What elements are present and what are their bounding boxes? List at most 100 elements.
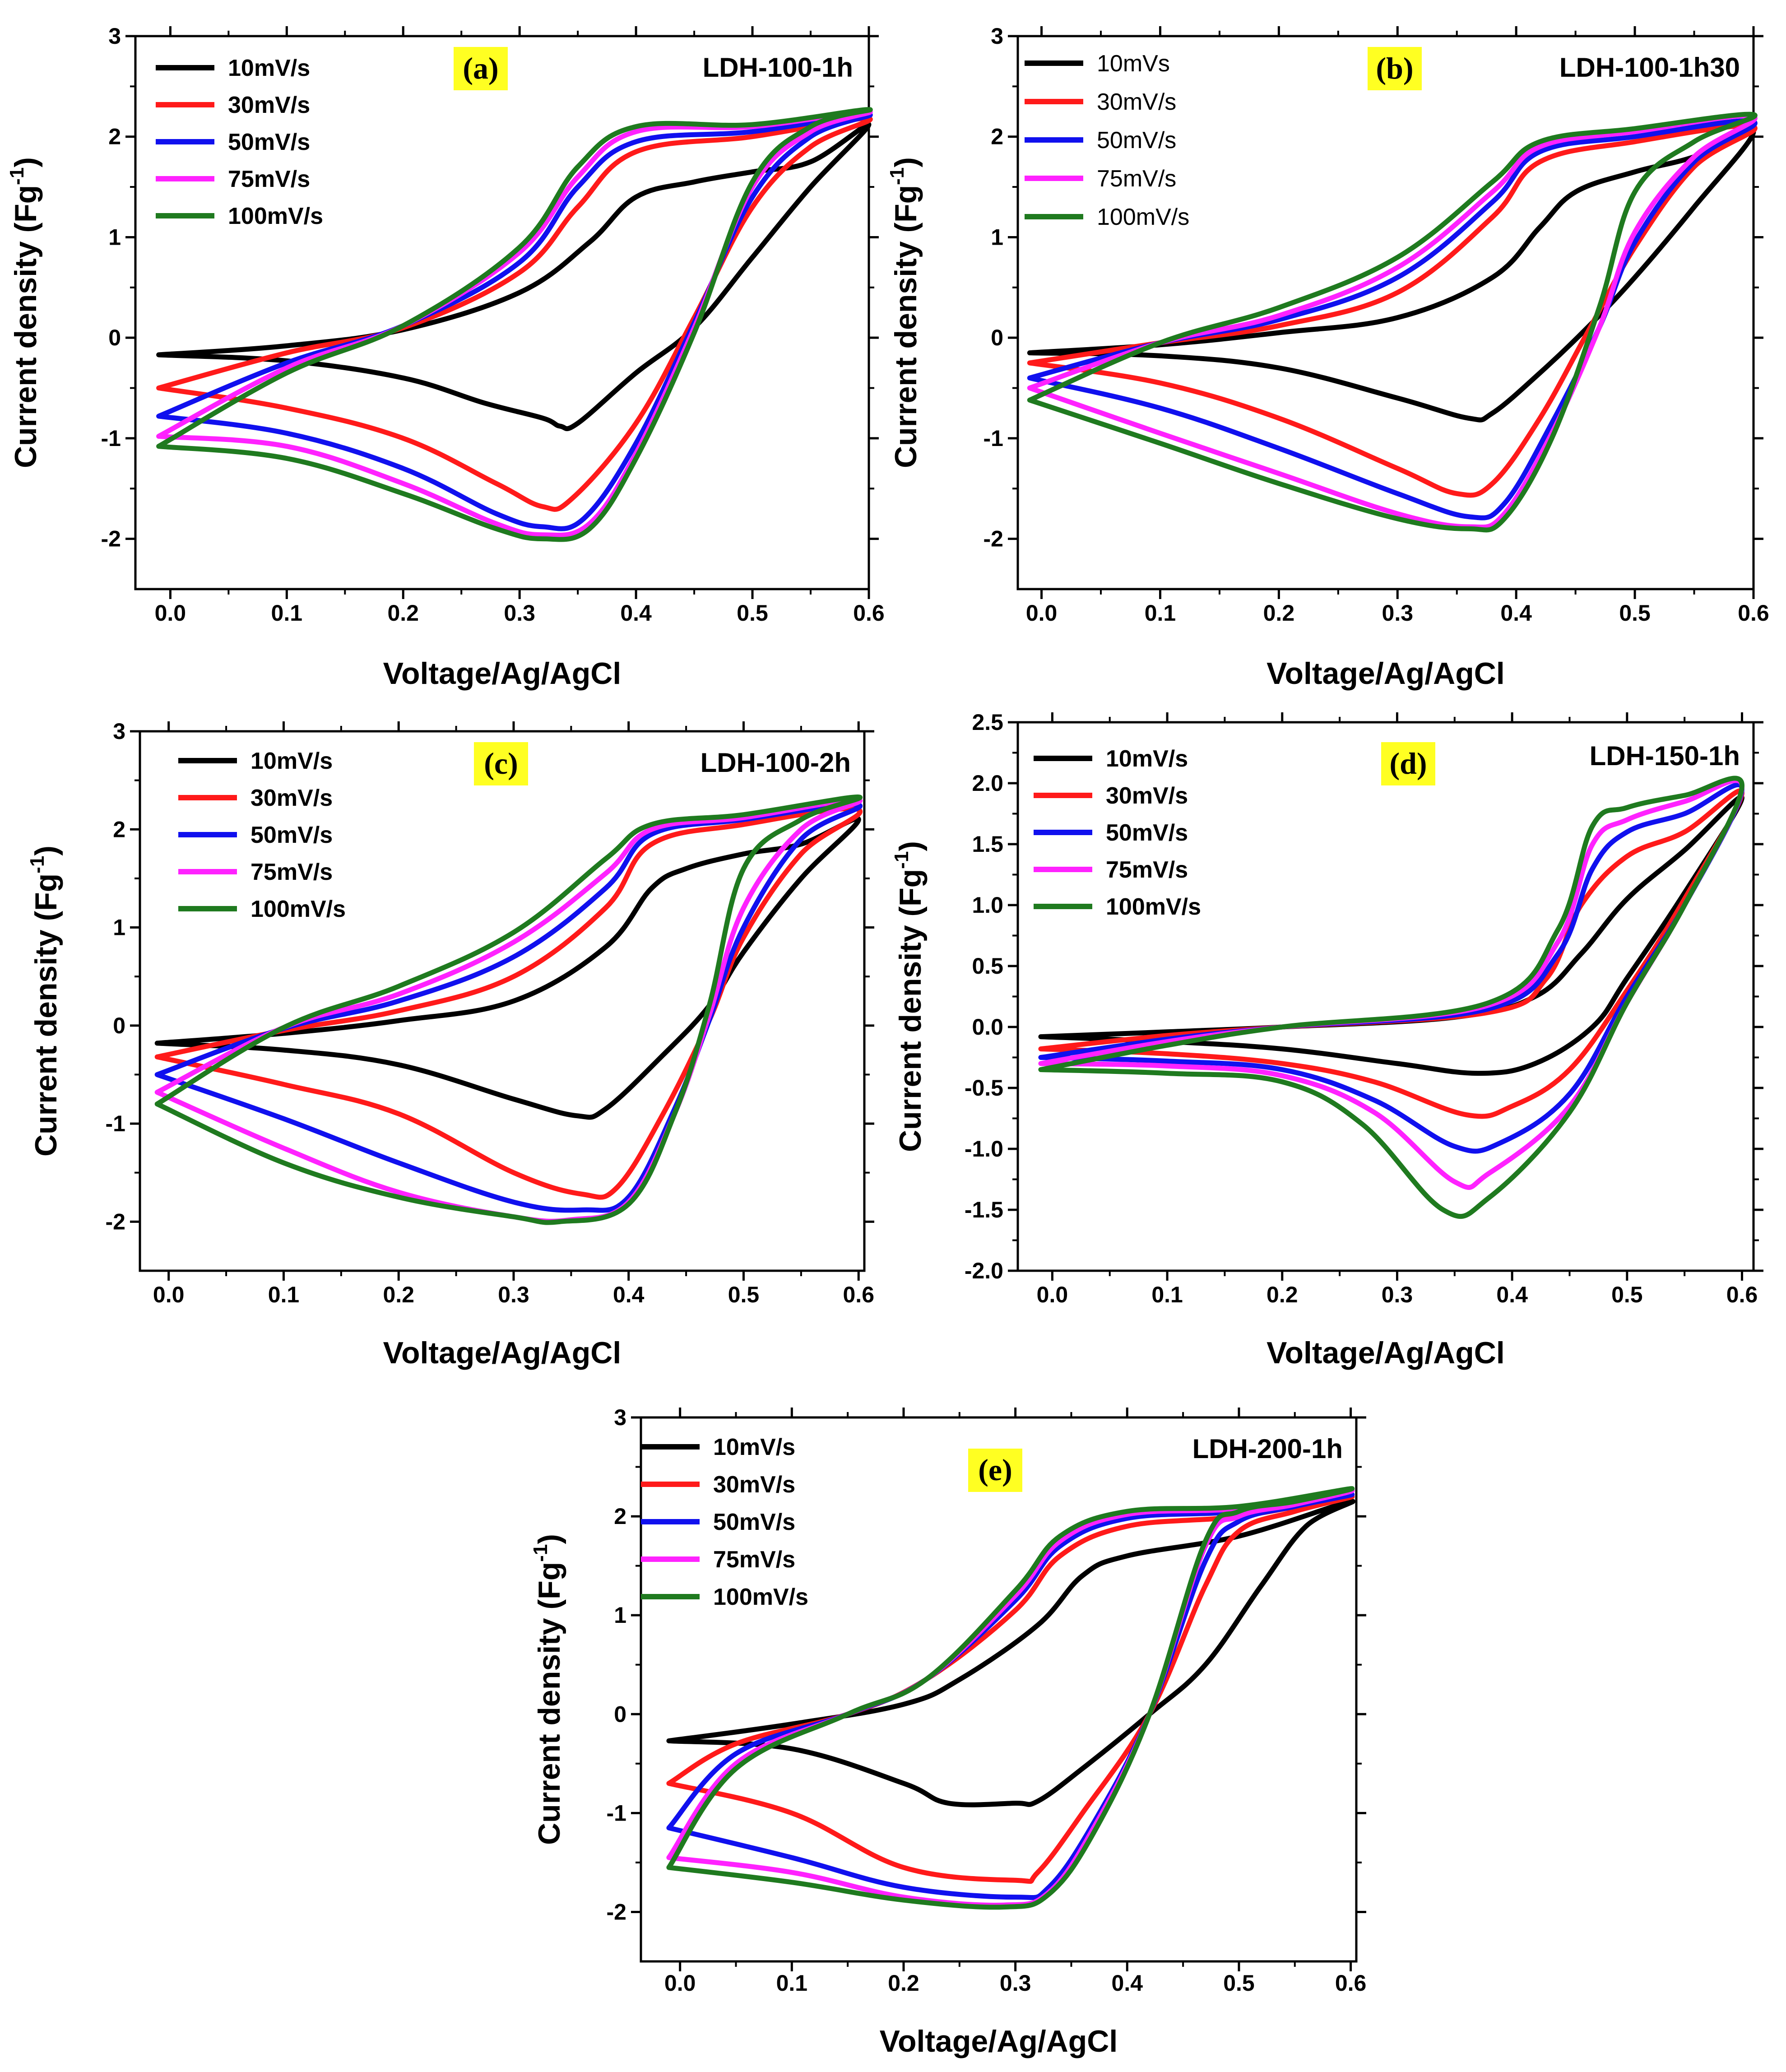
series-line-30mV-s xyxy=(154,806,863,1200)
y-tick-label: 0 xyxy=(991,325,1003,350)
x-tick-label: 0.5 xyxy=(1223,1970,1255,1996)
y-axis-title: Current density (Fg-1) xyxy=(26,846,63,1157)
x-tick-label: 0.5 xyxy=(1619,600,1651,626)
series-line-75mV-s xyxy=(1027,113,1758,530)
y-tick-label: -2 xyxy=(106,1209,125,1234)
legend-label: 50mV/s xyxy=(228,129,310,155)
plot-frame xyxy=(139,730,866,1272)
legend-label: 30mV/s xyxy=(251,785,333,811)
series-line-10mV-s xyxy=(666,1499,1355,1807)
y-axis-title-main: Current density (Fg xyxy=(893,869,928,1152)
x-tick-label: 0.2 xyxy=(888,1970,919,1996)
x-tick-label: 0.3 xyxy=(504,600,535,626)
x-tick-label: 0.2 xyxy=(1266,1282,1298,1307)
y-tick-label: -2 xyxy=(607,1899,626,1924)
y-axis-title-sup: -1 xyxy=(891,851,913,869)
panel-letter: (d) xyxy=(1389,746,1427,780)
x-tick-label: 0.0 xyxy=(1037,1282,1068,1307)
legend-label: 100mV/s xyxy=(1097,204,1189,230)
y-tick-label: 0 xyxy=(614,1701,626,1727)
y-axis-title: Current density (Fg-1) xyxy=(891,841,928,1152)
x-tick-label: 0.6 xyxy=(1738,600,1769,626)
legend-label: 100mV/s xyxy=(1106,894,1201,920)
x-tick-label: 0.0 xyxy=(664,1970,696,1996)
y-axis-title-sup: -1 xyxy=(886,167,908,185)
x-tick-label: 0.6 xyxy=(1335,1970,1367,1996)
panel-e: 0.0 0.1 0.2 0.3 0.4 0.5 0.6 -2 -1 0 1 2 3 Voltage/Ag/… xyxy=(529,1405,1366,2058)
y-axis-title-sup: -1 xyxy=(529,1544,552,1562)
x-tick-label: 0.6 xyxy=(1726,1282,1758,1307)
x-tick-label: 0.4 xyxy=(1500,600,1532,626)
x-axis-title: Voltage/Ag/AgCl xyxy=(1266,1336,1505,1370)
panel-letter-highlight xyxy=(1381,742,1435,785)
y-tick-label: -1.5 xyxy=(965,1197,1003,1222)
y-tick-label: 1.5 xyxy=(972,832,1003,857)
legend-label: 30mV/s xyxy=(228,92,310,118)
series-line-100mV-s xyxy=(154,794,863,1225)
legend-label: 10mVs xyxy=(1097,51,1170,77)
legend-label: 75mV/s xyxy=(713,1547,795,1573)
y-tick-label: 0 xyxy=(113,1013,125,1038)
legend-label: 10mV/s xyxy=(713,1434,795,1460)
panel-letter: (b) xyxy=(1376,51,1413,85)
x-tick-label: 0.3 xyxy=(1382,1282,1413,1307)
sample-label: LDH-100-1h xyxy=(703,52,853,83)
y-axis-title-paren: ) xyxy=(9,157,43,167)
legend-label: 30mV/s xyxy=(1106,783,1188,809)
legend-label: 50mV/s xyxy=(1097,127,1176,153)
x-tick-label: 0.5 xyxy=(1611,1282,1643,1307)
sample-label: LDH-200-1h xyxy=(1192,1434,1343,1464)
x-tick-label: 0.6 xyxy=(843,1282,875,1307)
panel-letter-highlight xyxy=(1368,47,1422,90)
panel-b: 0.0 0.1 0.2 0.3 0.4 0.5 0.6 -2 -1 0 1 2 3 Voltage/Ag/… xyxy=(886,23,1769,691)
series-line-50mV-s xyxy=(156,112,873,531)
x-tick-label: 0.4 xyxy=(613,1282,645,1307)
legend-label: 10mV/s xyxy=(228,55,310,81)
y-axis-title-main: Current density (Fg xyxy=(889,185,923,468)
x-tick-label: 0.1 xyxy=(268,1282,300,1307)
y-tick-label: 3 xyxy=(113,719,125,744)
y-axis-title-main: Current density (Fg xyxy=(9,185,43,468)
y-axis-title: Current density (Fg-1) xyxy=(6,157,43,468)
y-axis-title-paren: ) xyxy=(893,841,928,851)
y-tick-label: 1 xyxy=(113,915,125,940)
panel-d: 0.0 0.1 0.2 0.3 0.4 0.5 0.6 -2.0 -1.5 -1.0 -0.5 0.0… xyxy=(891,710,1763,1370)
series-line-10mVs xyxy=(1027,127,1756,423)
panel-a: 0.0 0.1 0.2 0.3 0.4 0.5 0.6 -2 -1 0 1 2 3 Voltage/Ag/… xyxy=(6,23,885,691)
y-tick-label: 2.5 xyxy=(972,710,1003,735)
y-tick-label: 2 xyxy=(113,817,125,842)
y-axis-title-sup: -1 xyxy=(6,167,28,185)
y-tick-label: 3 xyxy=(614,1405,626,1430)
legend-label: 75mV/s xyxy=(251,859,333,885)
y-tick-label: -0.5 xyxy=(965,1075,1003,1101)
x-axis-title: Voltage/Ag/AgCl xyxy=(880,2024,1118,2058)
y-axis-title-sup: -1 xyxy=(26,856,48,873)
panel-letter-highlight xyxy=(454,47,508,90)
sample-label: LDH-100-1h30 xyxy=(1559,52,1740,83)
series-line-10mV-s xyxy=(154,816,861,1120)
x-tick-label: 0.3 xyxy=(498,1282,529,1307)
y-tick-label: -2 xyxy=(101,526,121,552)
x-tick-label: 0.4 xyxy=(1496,1282,1528,1307)
y-tick-label: 1.0 xyxy=(972,892,1003,918)
x-tick-label: 0.0 xyxy=(153,1282,185,1307)
y-axis-title: Current density (Fg-1) xyxy=(886,157,923,468)
plot-frame xyxy=(134,35,870,590)
x-tick-label: 0.3 xyxy=(1382,600,1414,626)
x-tick-label: 0.1 xyxy=(1151,1282,1183,1307)
series-line-100mV-s xyxy=(666,1486,1355,1910)
y-axis-title-paren: ) xyxy=(29,846,63,856)
x-tick-label: 0.5 xyxy=(737,600,768,626)
y-tick-label: -1 xyxy=(101,426,121,451)
plot-frame xyxy=(640,1416,1358,1963)
x-axis-title: Voltage/Ag/AgCl xyxy=(383,656,622,691)
x-tick-label: 0.4 xyxy=(620,600,652,626)
sample-label: LDH-100-2h xyxy=(700,748,851,778)
y-tick-label: 3 xyxy=(991,23,1003,49)
x-tick-label: 0.2 xyxy=(1263,600,1295,626)
y-tick-label: 2.0 xyxy=(972,771,1003,796)
y-tick-label: 1 xyxy=(614,1603,626,1628)
legend-label: 100mV/s xyxy=(713,1584,808,1610)
x-tick-label: 0.0 xyxy=(155,600,186,626)
y-axis-title-paren: ) xyxy=(532,1534,566,1544)
